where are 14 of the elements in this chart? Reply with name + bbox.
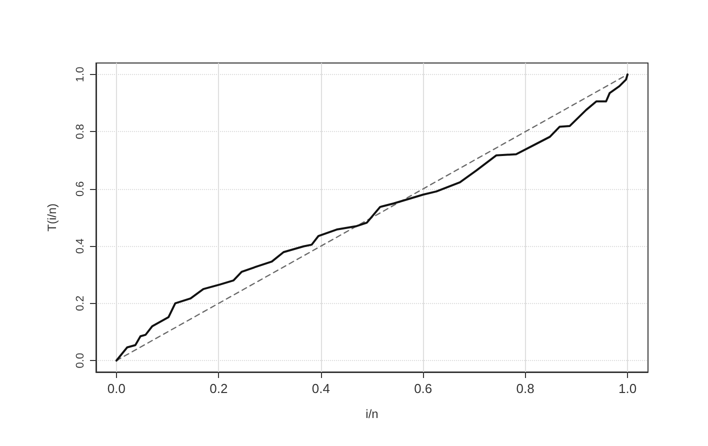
y-tick-label: 1.0 [74, 66, 86, 82]
x-tick-label: 1.0 [618, 381, 637, 396]
y-tick-label: 0.0 [74, 352, 86, 368]
y-tick-label: 0.4 [74, 238, 86, 254]
y-tick-label: 0.8 [74, 124, 86, 140]
x-tick-label: 0.4 [312, 381, 330, 396]
y-tick-label: 0.6 [74, 181, 86, 197]
x-axis-title: i/n [366, 407, 378, 421]
x-tick-label: 0.0 [107, 381, 126, 396]
x-tick-label: 0.8 [516, 381, 534, 396]
y-axis-title: T(i/n) [45, 204, 59, 232]
y-tick-label: 0.2 [74, 296, 86, 311]
x-tick-label: 0.6 [414, 381, 432, 396]
x-tick-label: 0.2 [210, 381, 228, 396]
